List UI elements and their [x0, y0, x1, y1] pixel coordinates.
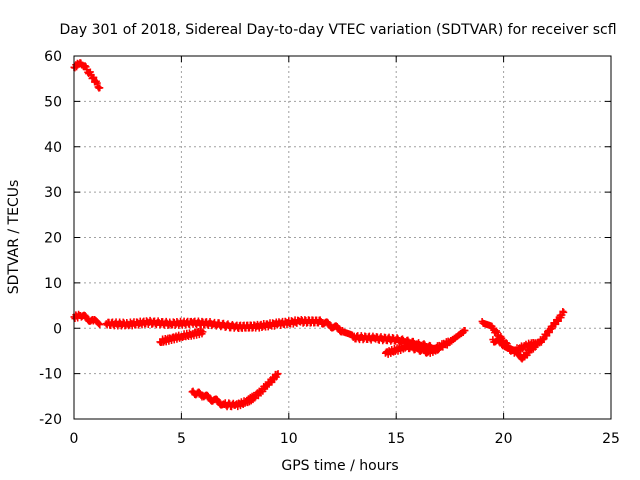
x-tick-label: 5 — [177, 431, 186, 447]
axis-tick-labels: 0 5 10 15 20 25 -20 -10 0 10 20 30 40 50 60 — [39, 49, 620, 447]
x-tick-label: 25 — [602, 431, 620, 447]
y-tick-label: -20 — [39, 412, 62, 428]
x-tick-label: 0 — [70, 431, 79, 447]
x-axis-label: GPS time / hours — [281, 458, 398, 474]
y-tick-label: 10 — [44, 276, 62, 292]
y-tick-label: 50 — [44, 94, 62, 110]
data-point — [559, 307, 567, 315]
y-tick-label: -10 — [39, 367, 62, 383]
y-tick-label: 40 — [44, 140, 62, 156]
data-point — [96, 84, 104, 92]
y-tick-label: 30 — [44, 185, 62, 201]
chart-title: Day 301 of 2018, Sidereal Day-to-day VTE… — [59, 22, 616, 38]
data-points — [70, 59, 568, 411]
x-tick-label: 10 — [280, 431, 298, 447]
data-point — [199, 328, 207, 336]
data-point — [81, 62, 89, 70]
y-tick-label: 0 — [53, 321, 62, 337]
y-axis-label: SDTVAR / TECUs — [6, 180, 22, 295]
data-point — [273, 370, 281, 378]
data-point — [554, 317, 562, 325]
data-point — [434, 346, 442, 354]
x-tick-label: 20 — [495, 431, 513, 447]
data-point — [96, 321, 104, 329]
y-tick-label: 60 — [44, 49, 62, 65]
data-point — [274, 370, 282, 378]
grid-lines — [74, 56, 611, 419]
y-tick-label: 20 — [44, 231, 62, 247]
data-point — [545, 328, 553, 336]
data-point — [90, 73, 98, 81]
data-point — [398, 335, 406, 343]
data-point — [435, 345, 443, 353]
x-tick-label: 15 — [387, 431, 405, 447]
data-point — [493, 328, 501, 336]
data-point — [93, 79, 101, 87]
axis-ticks — [73, 55, 612, 420]
data-point — [492, 327, 500, 335]
data-point — [461, 327, 469, 335]
data-point — [532, 339, 540, 347]
data-point — [95, 320, 103, 328]
data-point — [560, 308, 568, 316]
